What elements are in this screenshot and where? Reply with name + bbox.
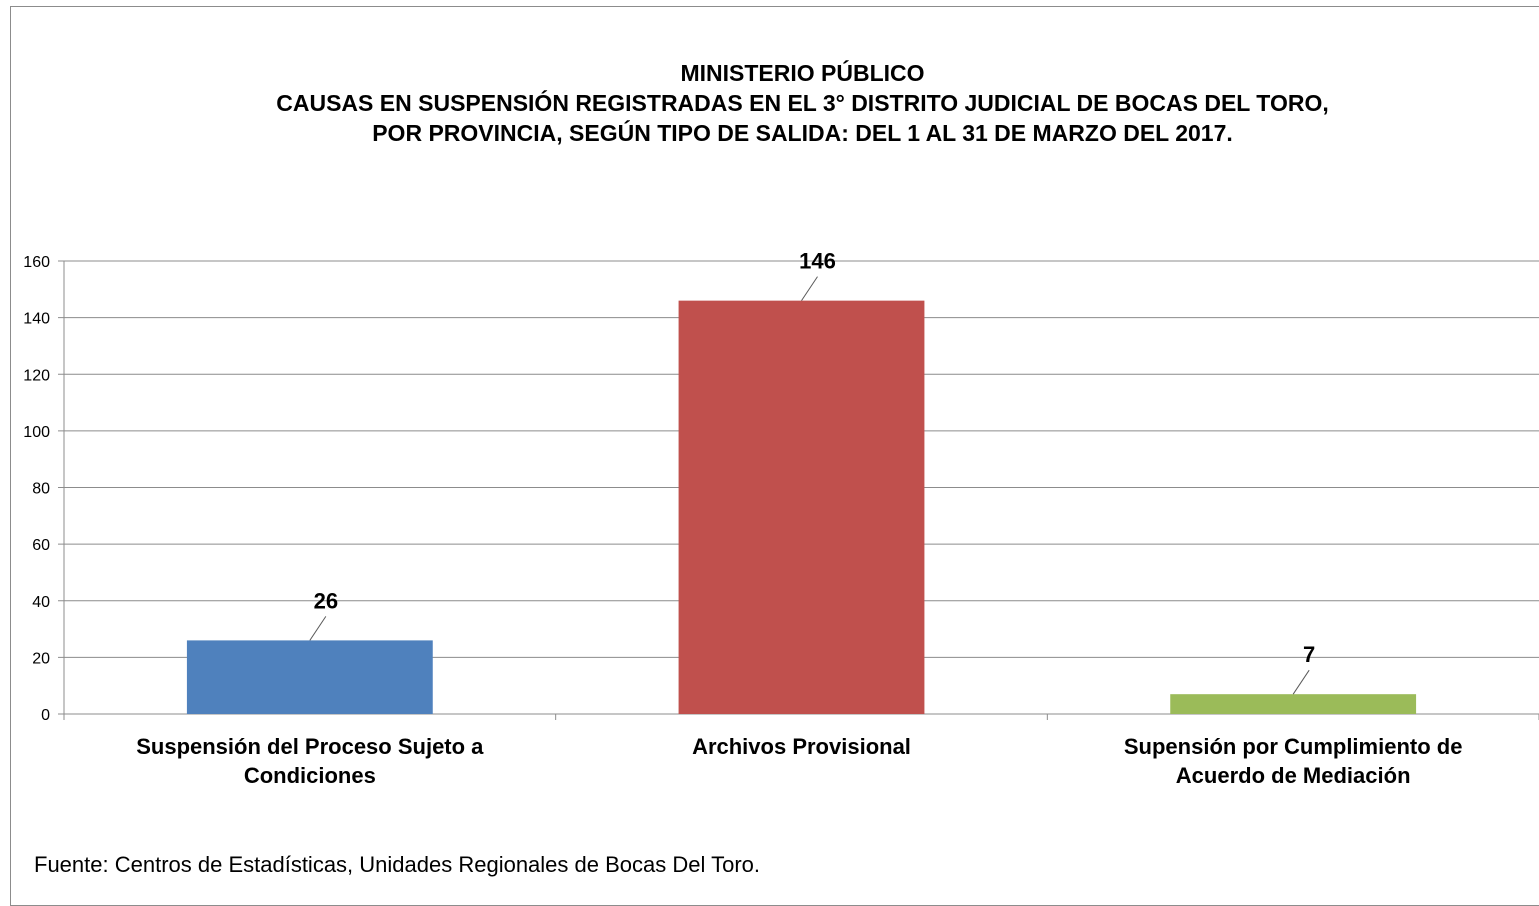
title-line-3: POR PROVINCIA, SEGÚN TIPO DE SALIDA: DEL… <box>372 120 1233 146</box>
y-tick-label: 0 <box>41 707 50 724</box>
y-tick-label: 160 <box>23 254 50 271</box>
chart-title: MINISTERIO PÚBLICO CAUSAS EN SUSPENSIÓN … <box>0 58 1539 148</box>
title-line-1: MINISTERIO PÚBLICO <box>680 60 925 86</box>
bars <box>186 300 1417 714</box>
category-label: Suspensión del Proceso Sujeto a <box>136 734 484 759</box>
category-label: Supensión por Cumplimiento de <box>1124 734 1463 759</box>
data-label: 146 <box>799 249 836 274</box>
category-label: Condiciones <box>244 763 376 788</box>
bar-3 <box>1170 694 1417 714</box>
leader-line <box>309 616 327 641</box>
category-label: Archivos Provisional <box>692 734 911 759</box>
y-tick-label: 140 <box>23 311 50 328</box>
data-label: 26 <box>314 588 338 613</box>
leader-line <box>1292 669 1310 695</box>
category-label: Acuerdo de Mediación <box>1176 763 1411 788</box>
y-tick-label: 40 <box>32 594 50 611</box>
category-labels: Suspensión del Proceso Sujeto a Condicion… <box>136 734 1462 788</box>
y-tick-label: 20 <box>32 650 50 667</box>
data-label: 7 <box>1303 642 1315 667</box>
y-tick-label: 120 <box>23 367 50 384</box>
data-labels: 26 146 7 <box>309 249 1315 695</box>
title-line-2: CAUSAS EN SUSPENSIÓN REGISTRADAS EN EL 3… <box>276 90 1329 116</box>
y-tick-label: 80 <box>32 481 50 498</box>
bar-2 <box>678 300 925 714</box>
y-tick-label: 60 <box>32 537 50 554</box>
bar-1 <box>186 640 433 714</box>
y-tick-label: 100 <box>23 424 50 441</box>
leader-line <box>801 276 818 301</box>
source-note: Fuente: Centros de Estadísticas, Unidade… <box>34 852 760 877</box>
